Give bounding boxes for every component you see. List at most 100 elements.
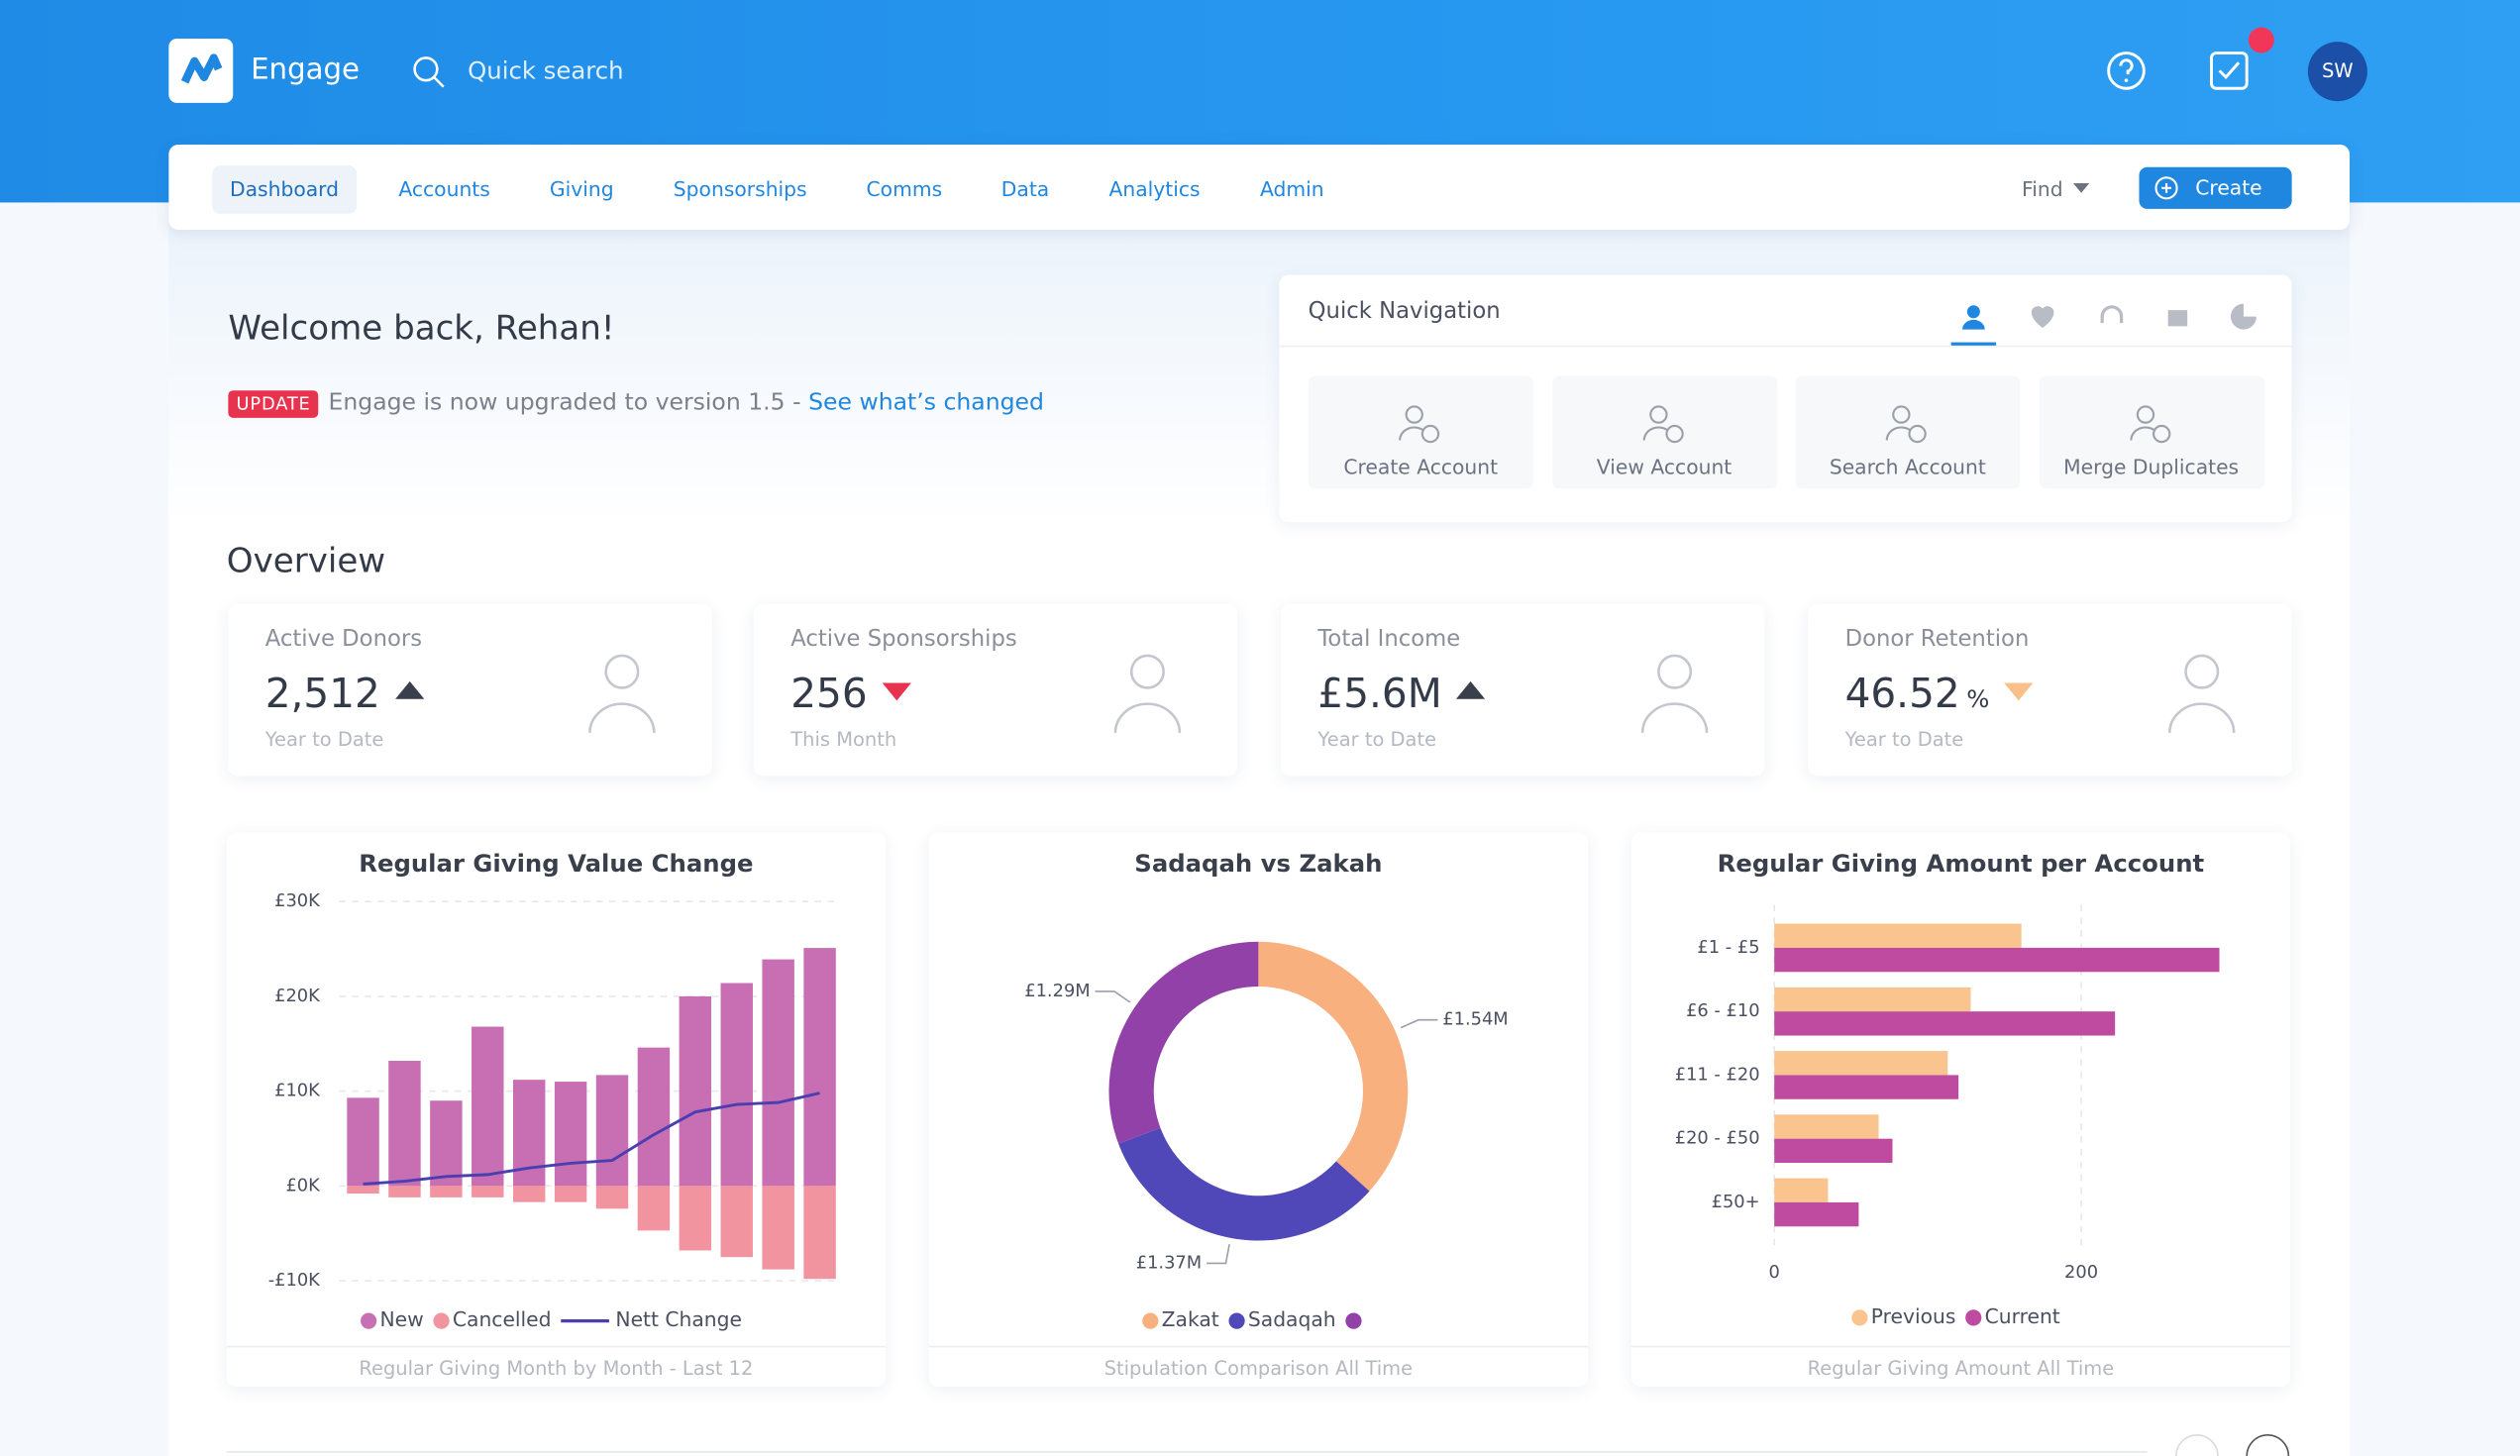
next-button[interactable]	[2246, 1434, 2290, 1456]
stat-label: Total Income	[1317, 626, 1461, 653]
tasks-button[interactable]	[2205, 23, 2279, 97]
quick-action[interactable]: View Account	[1551, 375, 1777, 489]
legend-label: Previous	[1871, 1304, 1956, 1328]
icon-part	[1892, 405, 1911, 424]
nav-item[interactable]: Giving	[549, 176, 614, 201]
nav-item[interactable]: Comms	[866, 176, 943, 201]
bar	[1774, 1201, 1859, 1227]
bar	[637, 1186, 671, 1231]
y-tick-label: £6 - £10	[1686, 1000, 1759, 1021]
quick-action[interactable]: Merge Duplicates	[2039, 375, 2264, 489]
action-icon	[1641, 405, 1683, 444]
changelog-link[interactable]: See what’s changed	[808, 390, 1044, 417]
action-label: Create Account	[1343, 455, 1499, 479]
logo[interactable]	[168, 38, 234, 103]
legend: Previous Current	[1851, 1304, 2060, 1328]
find-menu[interactable]: Find	[2022, 176, 2092, 201]
trend-arrow	[394, 680, 424, 699]
y-tick-label: £1 - £5	[1697, 937, 1759, 958]
trend-arrow	[882, 682, 911, 701]
legend-swatch	[1851, 1309, 1868, 1326]
bar	[1774, 947, 2220, 973]
update-line: UPDATE Engage is now upgraded to version …	[228, 390, 1044, 418]
leader-line	[1207, 1244, 1230, 1265]
quick-action[interactable]: Search Account	[1795, 375, 2021, 489]
icon-part	[1405, 405, 1423, 424]
stat-note: Year to Date	[1844, 727, 1964, 751]
nav-item[interactable]: Admin	[1260, 176, 1324, 201]
nav-item[interactable]: Data	[1000, 176, 1050, 201]
stat-card: Active Sponsorships 256 This Month	[753, 604, 1238, 777]
nav-bar: Dashboard Accounts Giving Sponsorships Comms…	[168, 145, 2351, 231]
y-tick-label: £10K	[274, 1081, 321, 1101]
stat-row: 2,512	[265, 671, 442, 717]
stat-icon	[1640, 654, 1709, 733]
legend: Zakat Sadaqah	[1142, 1307, 1362, 1331]
chart-footer: Stipulation Comparison All Time	[1104, 1357, 1413, 1380]
legend-label: Current	[1985, 1304, 2060, 1328]
avatar[interactable]: SW	[2307, 42, 2367, 102]
tab-giving[interactable]	[2031, 306, 2054, 328]
tab-sponsor[interactable]	[2167, 310, 2188, 327]
nav-item[interactable]: Accounts	[398, 176, 490, 201]
stat-card: Active Donors 2,512 Year to Date	[228, 604, 712, 777]
chart-title: Regular Giving Value Change	[359, 849, 753, 878]
quick-nav-tabs	[1950, 303, 2257, 347]
icon-part	[2152, 424, 2170, 444]
leader-line	[1400, 1018, 1438, 1029]
tab-analytics[interactable]	[2230, 303, 2257, 330]
bar	[554, 1186, 587, 1202]
legend: New Cancelled Nett Change	[361, 1307, 742, 1331]
icon-part	[1129, 654, 1165, 689]
nav-item[interactable]: Analytics	[1108, 176, 1201, 201]
icon-part	[2168, 702, 2236, 733]
icon-part	[2129, 426, 2155, 441]
chart-footer: Regular Giving Amount All Time	[1808, 1357, 2115, 1380]
nav-item[interactable]: Sponsorships	[673, 176, 807, 201]
quick-action[interactable]: Create Account	[1308, 375, 1533, 489]
brand: Engage	[251, 52, 361, 87]
bar	[803, 948, 836, 1187]
legend-label: New	[379, 1307, 423, 1331]
tab-accounts[interactable]	[1950, 305, 1997, 347]
legend-swatch	[1228, 1312, 1245, 1329]
prev-button[interactable]	[2174, 1434, 2219, 1456]
stat-icon	[2168, 654, 2236, 733]
icon-part	[1399, 426, 1425, 441]
nav-item[interactable]: Dashboard	[212, 165, 357, 214]
chart-card: Regular Giving Amount per Account Regular…	[1630, 832, 2290, 1388]
tab-comms[interactable]	[2100, 305, 2124, 324]
stat-label: Active Donors	[264, 626, 423, 653]
stat-icon	[588, 654, 656, 733]
action-icon	[2129, 405, 2170, 444]
trend-arrow	[2003, 682, 2034, 701]
icon-part	[1908, 424, 1927, 444]
search-icon	[413, 56, 445, 88]
icon-part	[1664, 424, 1683, 444]
action-label: Merge Duplicates	[2063, 455, 2240, 479]
overview-title: Overview	[226, 541, 386, 580]
stat-card: Total Income £5.6M Year to Date	[1281, 604, 1765, 777]
logo-icon	[180, 53, 223, 84]
bar	[1774, 1138, 1893, 1164]
icon-part	[604, 654, 640, 689]
bar	[1774, 1114, 1879, 1139]
bar	[512, 1186, 546, 1202]
bar	[472, 1026, 504, 1187]
stat-icon	[1113, 654, 1182, 733]
bar	[388, 1061, 421, 1187]
y-tick-label: £20 - £50	[1675, 1128, 1760, 1149]
create-button[interactable]: Create	[2139, 166, 2292, 209]
bar	[803, 1186, 836, 1280]
quick-nav: Quick Navigation Create Account View Acco…	[1279, 274, 2292, 523]
bar	[430, 1186, 463, 1197]
icon-part	[1641, 426, 1668, 441]
search-input[interactable]: Quick search	[468, 55, 624, 85]
update-badge: UPDATE	[228, 390, 319, 418]
action-label: View Account	[1596, 455, 1732, 479]
help-button[interactable]	[2105, 50, 2147, 91]
stat-note: Year to Date	[264, 727, 384, 751]
trend-shape	[394, 680, 424, 699]
legend-swatch	[1345, 1312, 1362, 1329]
